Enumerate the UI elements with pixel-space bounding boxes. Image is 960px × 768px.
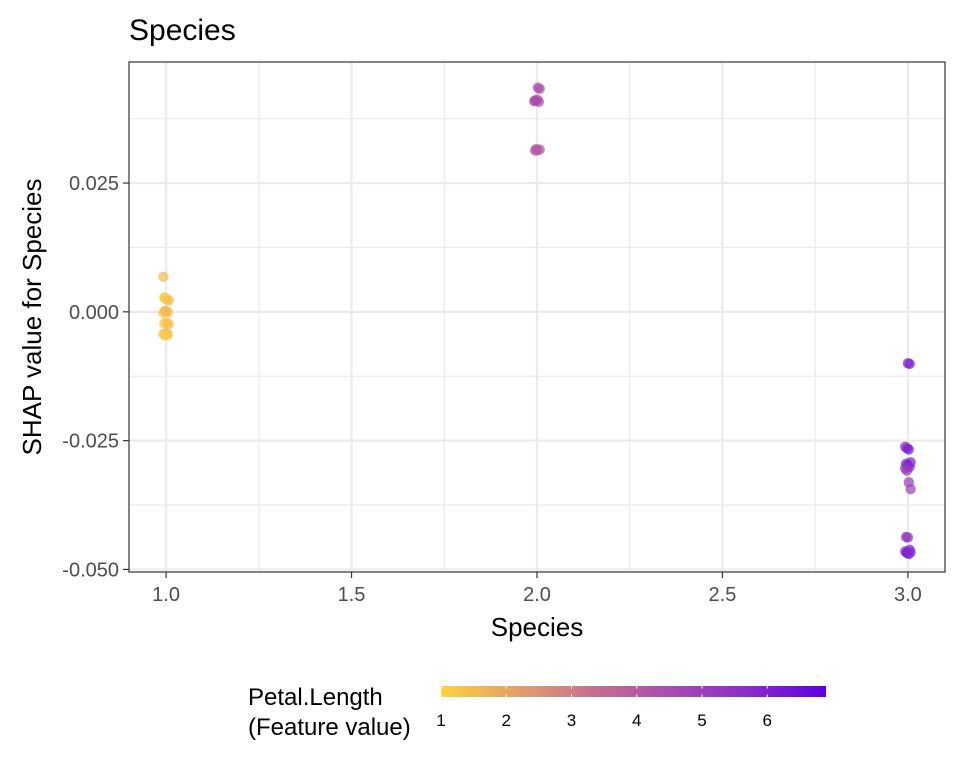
scatter-point	[159, 330, 171, 341]
scatter-point	[529, 95, 540, 107]
x-tick-label: 1.0	[152, 584, 180, 606]
scatter-point	[905, 547, 916, 558]
scatter-point	[534, 83, 545, 94]
major-gridlines	[129, 62, 945, 572]
scatter-point	[159, 292, 170, 303]
x-tick-label: 2.0	[523, 584, 551, 606]
scatter-point	[159, 317, 170, 329]
scatter-point	[905, 483, 916, 495]
legend-tick-label: 5	[697, 711, 706, 730]
scatter-point	[158, 271, 169, 283]
y-tick-label: -0.050	[62, 559, 119, 581]
legend-ticks: 1 2 3 4 5 6	[436, 686, 772, 730]
x-tick-label: 3.0	[894, 584, 922, 606]
y-tick-label: 0.000	[69, 302, 119, 324]
scatter-point	[904, 358, 915, 370]
y-axis-title: SHAP value for Species	[17, 179, 47, 456]
y-tick-label: -0.025	[62, 431, 119, 453]
legend-title-line1: Petal.Length	[248, 684, 383, 711]
chart-title: Species	[129, 14, 236, 47]
scatter-point	[530, 145, 541, 156]
x-axis-ticks: 1.0 1.5 2.0 2.5 3.0	[152, 572, 922, 606]
data-points	[158, 82, 916, 560]
legend-tick-label: 1	[436, 711, 445, 730]
legend-title-line2: (Feature value)	[248, 714, 411, 741]
color-legend: Petal.Length (Feature value) 1 2 3 4 5 6	[248, 684, 826, 741]
y-axis-ticks: 0.025 0.000 -0.025 -0.050	[62, 173, 129, 581]
scatter-point	[159, 305, 171, 317]
legend-tick-label: 3	[567, 711, 576, 730]
scatter-point	[902, 532, 914, 543]
scatter-point	[903, 444, 915, 455]
legend-tick-label: 4	[632, 711, 641, 730]
legend-tick-label: 6	[763, 711, 772, 730]
y-tick-label: 0.025	[69, 173, 119, 195]
x-tick-label: 2.5	[709, 584, 737, 606]
x-tick-label: 1.5	[338, 584, 366, 606]
legend-tick-label: 2	[502, 711, 511, 730]
scatter-point	[901, 465, 913, 476]
legend-colorbar	[441, 686, 826, 697]
x-axis-title: Species	[491, 612, 584, 642]
